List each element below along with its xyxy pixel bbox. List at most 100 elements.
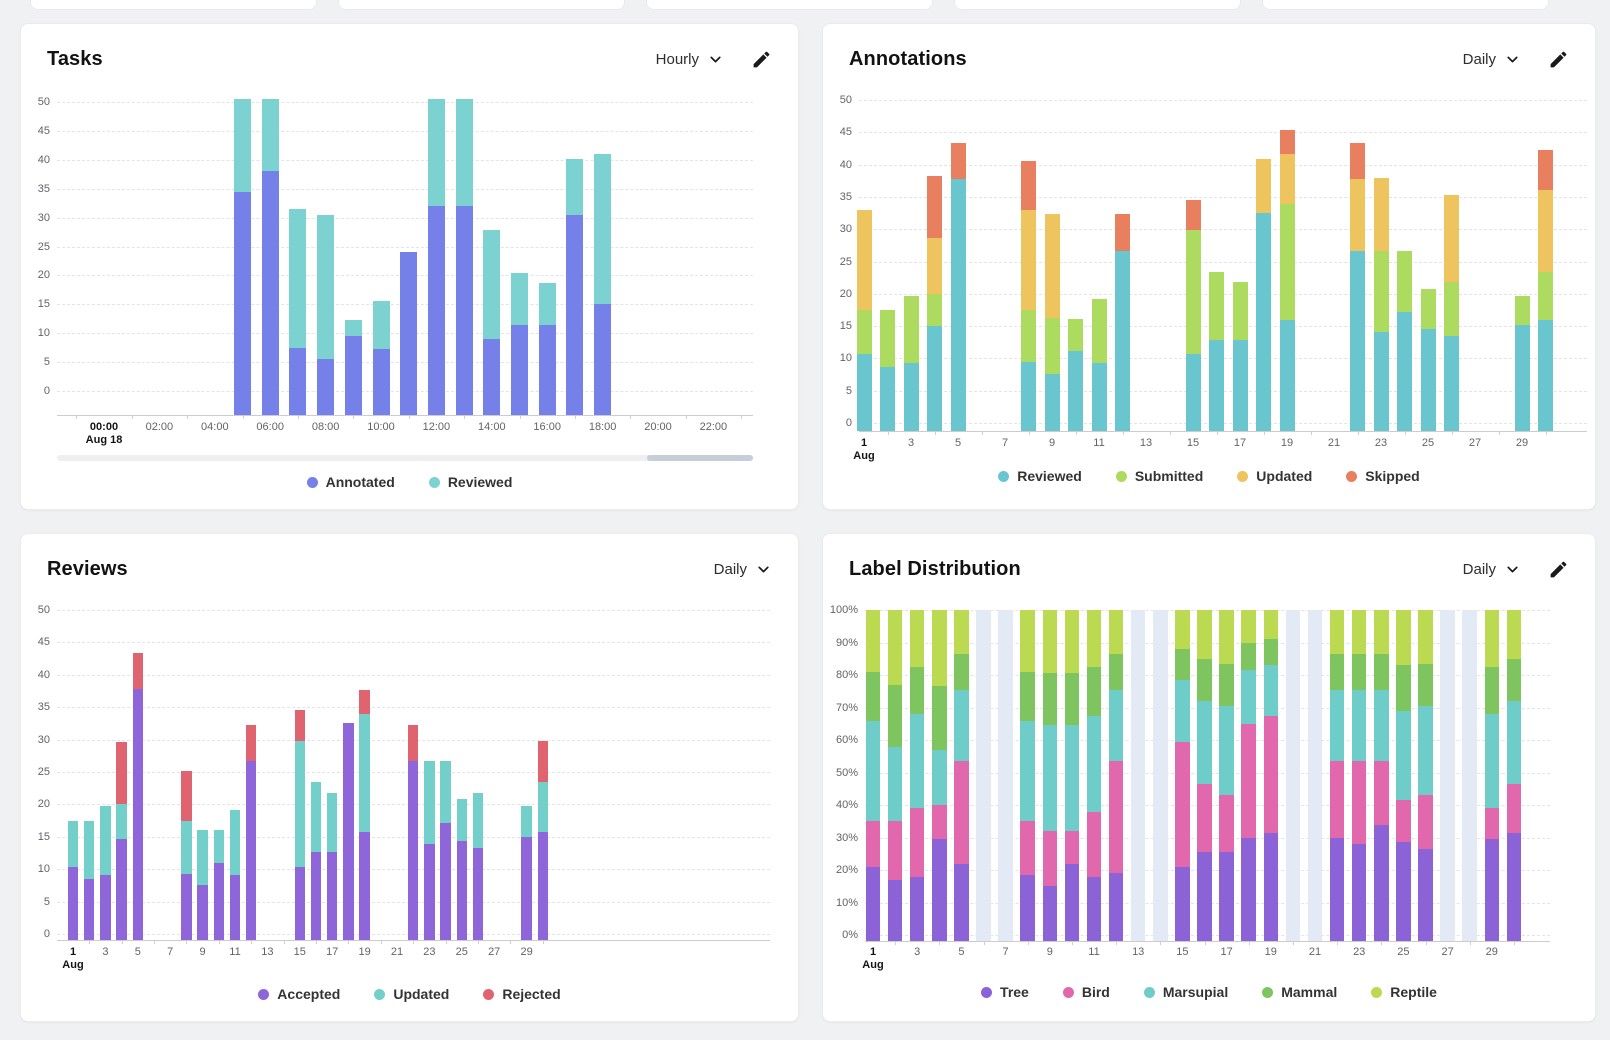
bar-segment-tree[interactable]	[1374, 824, 1389, 941]
bar-segment-marsupial[interactable]	[1351, 689, 1367, 762]
bar-segment-submitted[interactable]	[1514, 295, 1530, 326]
bar-segment-reptile[interactable]	[1064, 610, 1080, 674]
bar-segment-reviewed[interactable]	[1444, 335, 1459, 431]
bar-segment-bird[interactable]	[1351, 761, 1367, 844]
bar-segment-reviewed[interactable]	[1373, 331, 1389, 431]
bar-segment-reptile[interactable]	[1241, 610, 1256, 643]
bar-segment-mammal[interactable]	[1219, 663, 1234, 706]
bar-segment-updated[interactable]	[521, 806, 532, 838]
chart-scrollbar-track[interactable]	[57, 455, 753, 461]
bar-segment-mammal[interactable]	[1064, 673, 1080, 726]
bar-segment-skipped[interactable]	[1115, 214, 1130, 251]
bar-segment-updated[interactable]	[1044, 214, 1060, 319]
legend-item-accepted[interactable]: Accepted	[258, 986, 340, 1002]
bar-segment-reviewed[interactable]	[1256, 213, 1271, 431]
bar-segment-mammal[interactable]	[1418, 663, 1433, 706]
bar-segment-submitted[interactable]	[1044, 318, 1060, 374]
bar-segment-tree[interactable]	[954, 863, 969, 941]
bar-segment-tree[interactable]	[1351, 844, 1367, 941]
bar-segment-marsupial[interactable]	[1219, 705, 1234, 796]
bar-segment-reviewed[interactable]	[594, 154, 612, 305]
bar-segment-accepted[interactable]	[181, 874, 192, 940]
bar-segment-tree[interactable]	[932, 839, 947, 941]
bar-segment-bird[interactable]	[1064, 831, 1080, 864]
bar-segment-accepted[interactable]	[294, 866, 306, 940]
bar-segment-annotated[interactable]	[511, 324, 528, 415]
bar-segment-reptile[interactable]	[932, 610, 947, 687]
bar-segment-reptile[interactable]	[865, 610, 881, 672]
bar-segment-tree[interactable]	[1396, 842, 1411, 941]
bar-segment-mammal[interactable]	[1484, 666, 1500, 714]
bar-segment-updated[interactable]	[472, 792, 484, 849]
bar-segment-reviewed[interactable]	[455, 99, 473, 207]
bar-segment-marsupial[interactable]	[1484, 714, 1500, 809]
bar-segment-tree[interactable]	[1064, 863, 1080, 941]
bar-segment-updated[interactable]	[927, 237, 942, 294]
bar-segment-submitted[interactable]	[856, 309, 872, 354]
bar-segment-marsupial[interactable]	[954, 689, 969, 762]
bar-segment-updated[interactable]	[359, 714, 370, 832]
bar-segment-reviewed[interactable]	[1115, 250, 1130, 431]
bar-segment-reptile[interactable]	[954, 610, 969, 654]
bar-segment-reviewed[interactable]	[1068, 350, 1083, 431]
bar-segment-skipped[interactable]	[927, 176, 942, 238]
bar-segment-skipped[interactable]	[1021, 160, 1036, 210]
bar-segment-reptile[interactable]	[1263, 610, 1279, 640]
bar-segment-accepted[interactable]	[310, 852, 322, 940]
bar-segment-bird[interactable]	[1086, 811, 1102, 877]
bar-segment-bird[interactable]	[1108, 761, 1124, 874]
bar-segment-mammal[interactable]	[1197, 658, 1212, 701]
bar-segment-skipped[interactable]	[1185, 200, 1201, 231]
bar-segment-reviewed[interactable]	[566, 159, 584, 215]
bar-segment-annotated[interactable]	[483, 338, 501, 415]
bar-segment-tree[interactable]	[909, 876, 925, 941]
bar-segment-reviewed[interactable]	[511, 273, 528, 325]
bar-segment-bird[interactable]	[1020, 821, 1035, 875]
legend-item-skipped[interactable]: Skipped	[1346, 468, 1420, 484]
bar-segment-marsupial[interactable]	[1175, 679, 1190, 742]
legend-item-reviewed[interactable]: Reviewed	[428, 474, 512, 490]
bar-segment-reviewed[interactable]	[317, 214, 335, 360]
bar-segment-tree[interactable]	[1042, 886, 1058, 941]
bar-segment-submitted[interactable]	[880, 309, 895, 367]
legend-item-reviewed[interactable]: Reviewed	[998, 468, 1082, 484]
bar-segment-reptile[interactable]	[1086, 610, 1102, 667]
bar-segment-updated[interactable]	[310, 782, 322, 853]
bar-segment-updated[interactable]	[424, 760, 435, 844]
bar-segment-reptile[interactable]	[1351, 610, 1367, 654]
bar-segment-mammal[interactable]	[1396, 665, 1411, 711]
bar-segment-marsupial[interactable]	[1396, 710, 1411, 801]
bar-segment-bird[interactable]	[1506, 783, 1522, 833]
bar-segment-marsupial[interactable]	[1506, 701, 1522, 784]
bar-segment-annotated[interactable]	[317, 359, 335, 415]
bar-segment-tree[interactable]	[1329, 837, 1345, 941]
bar-segment-mammal[interactable]	[1020, 671, 1035, 721]
bar-segment-submitted[interactable]	[1021, 309, 1036, 362]
bar-segment-submitted[interactable]	[903, 295, 919, 363]
bar-segment-reviewed[interactable]	[1091, 362, 1107, 431]
bar-segment-reptile[interactable]	[887, 610, 903, 685]
legend-item-updated[interactable]: Updated	[1237, 468, 1312, 484]
bar-segment-reviewed[interactable]	[1279, 319, 1295, 431]
edit-chart-button[interactable]	[1547, 559, 1569, 581]
bar-segment-rejected[interactable]	[407, 724, 419, 761]
bar-segment-bird[interactable]	[1374, 761, 1389, 825]
bar-segment-annotated[interactable]	[538, 324, 556, 415]
bar-segment-accepted[interactable]	[67, 866, 79, 940]
bar-segment-marsupial[interactable]	[1263, 665, 1279, 716]
bar-segment-marsupial[interactable]	[1197, 701, 1212, 784]
bar-segment-mammal[interactable]	[932, 686, 947, 750]
bar-segment-bird[interactable]	[1484, 808, 1500, 840]
bar-segment-accepted[interactable]	[326, 852, 338, 940]
bar-segment-bird[interactable]	[909, 808, 925, 877]
bar-segment-updated[interactable]	[1279, 154, 1295, 204]
legend-item-reptile[interactable]: Reptile	[1371, 984, 1437, 1000]
bar-segment-reptile[interactable]	[909, 610, 925, 667]
bar-segment-reviewed[interactable]	[927, 326, 942, 431]
bar-segment-mammal[interactable]	[1086, 666, 1102, 716]
bar-segment-accepted[interactable]	[343, 723, 354, 940]
bar-segment-reptile[interactable]	[1329, 610, 1345, 654]
bar-segment-rejected[interactable]	[116, 742, 127, 805]
bar-segment-submitted[interactable]	[1279, 204, 1295, 320]
bar-segment-marsupial[interactable]	[1241, 670, 1256, 724]
